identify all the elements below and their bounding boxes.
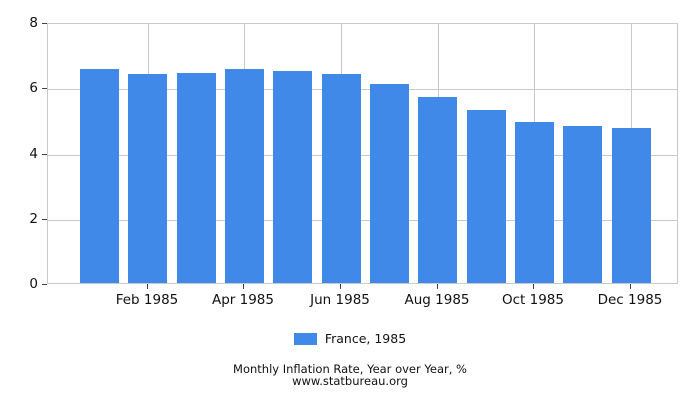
y-axis-tick-label: 2: [29, 211, 38, 227]
x-axis-tick-label: Dec 1985: [597, 292, 663, 308]
y-axis-tick: [42, 23, 47, 24]
bar-may-1985: [273, 71, 312, 283]
h-gridline: [48, 89, 677, 90]
x-axis-tick-label: Apr 1985: [211, 292, 274, 308]
y-axis-tick: [42, 88, 47, 89]
x-axis-tick: [243, 284, 244, 289]
x-axis-tick-label: Feb 1985: [115, 292, 179, 308]
y-axis-tick: [42, 284, 47, 285]
bar-jun-1985: [322, 74, 361, 283]
y-axis-tick-label: 6: [29, 80, 38, 96]
x-axis-tick-label: Oct 1985: [502, 292, 564, 308]
legend-label: France, 1985: [324, 331, 407, 346]
y-axis-tick-label: 4: [29, 146, 38, 162]
bar-jan-1985: [80, 69, 119, 283]
bar-aug-1985: [418, 97, 457, 283]
bar-oct-1985: [515, 122, 554, 283]
legend: France, 1985: [0, 331, 700, 346]
bar-dec-1985: [612, 128, 651, 283]
x-axis-tick: [533, 284, 534, 289]
legend-swatch: [293, 332, 317, 345]
y-axis-tick-label: 8: [29, 15, 38, 31]
y-axis-tick: [42, 154, 47, 155]
bar-mar-1985: [177, 73, 216, 283]
h-gridline: [48, 155, 677, 156]
x-axis-tick: [340, 284, 341, 289]
y-axis-tick: [42, 219, 47, 220]
plot-area: [47, 23, 678, 284]
bar-apr-1985: [225, 69, 264, 283]
x-axis-tick-label: Aug 1985: [404, 292, 470, 308]
chart-title: Monthly Inflation Rate, Year over Year, …: [233, 362, 467, 376]
bar-jul-1985: [370, 84, 409, 283]
bar-nov-1985: [563, 126, 602, 283]
x-axis-tick-label: Jun 1985: [310, 292, 370, 308]
chart-footer: Monthly Inflation Rate, Year over Year, …: [0, 363, 700, 387]
x-axis-tick: [630, 284, 631, 289]
y-axis-tick-label: 0: [29, 276, 38, 292]
bar-sep-1985: [467, 110, 506, 283]
chart-source: www.statbureau.org: [292, 374, 408, 388]
x-axis-tick: [147, 284, 148, 289]
bar-feb-1985: [128, 74, 167, 283]
h-gridline: [48, 220, 677, 221]
x-axis-tick: [437, 284, 438, 289]
